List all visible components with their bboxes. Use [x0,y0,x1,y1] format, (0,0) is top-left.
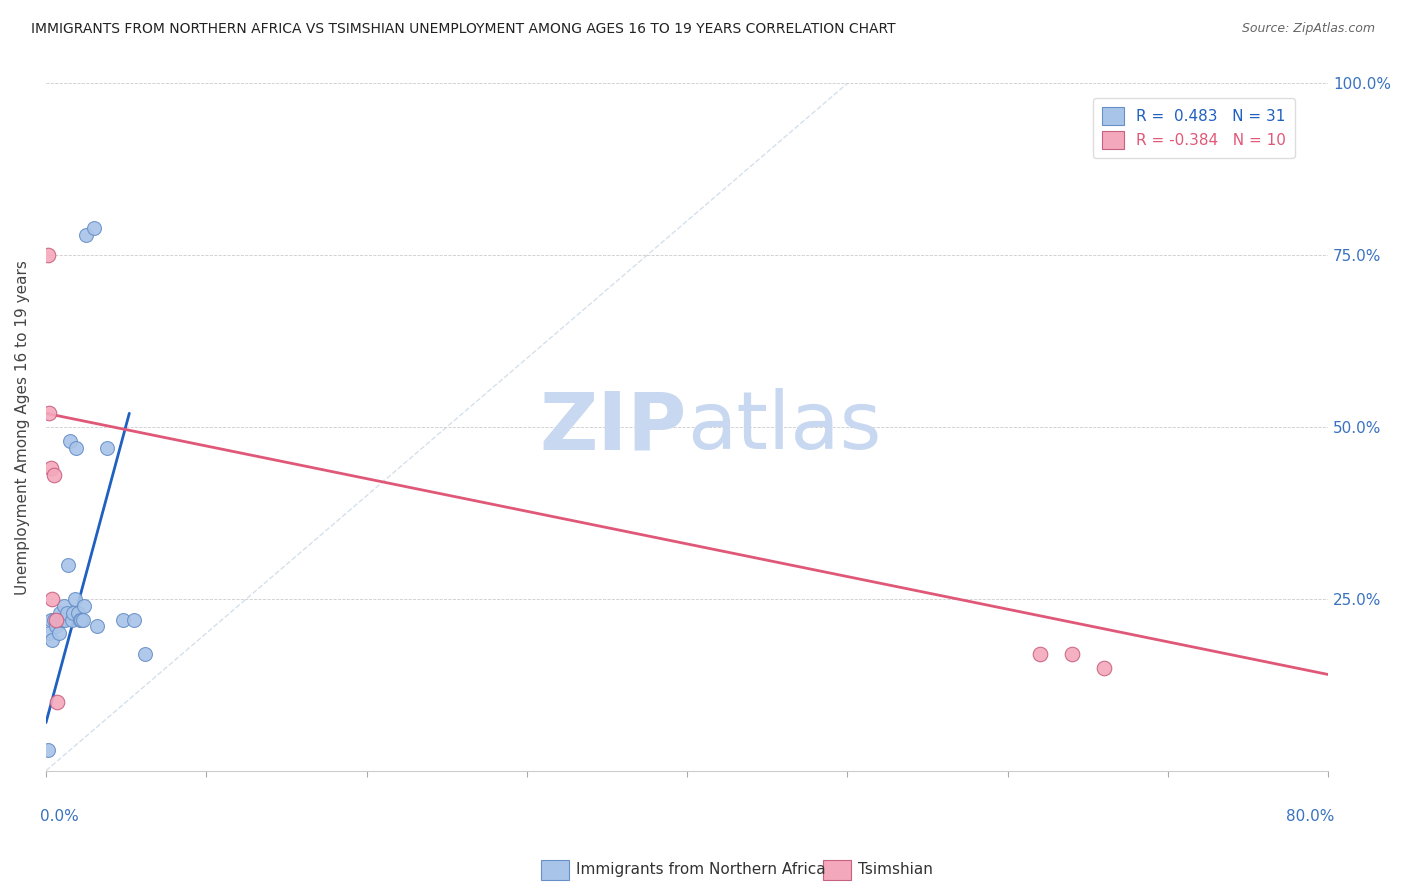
Point [70,613,93,627]
Point [46,695,69,709]
Point [53,613,76,627]
Point [1092,660,1115,674]
Point [37,743,59,757]
Point [41,633,63,648]
Text: 0.0%: 0.0% [39,808,79,823]
Point [45,613,67,627]
Y-axis label: Unemployment Among Ages 16 to 19 years: Unemployment Among Ages 16 to 19 years [15,260,30,594]
Point [65,441,87,455]
Point [42,613,65,627]
Point [69,613,91,627]
Point [63,591,86,606]
Point [60,613,83,627]
Point [48,626,70,640]
FancyBboxPatch shape [823,860,851,880]
Point [52,599,75,613]
Point [45,619,67,633]
Point [122,613,145,627]
Point [72,613,94,627]
Point [86,619,108,633]
Point [96,441,118,455]
Point [66,606,89,620]
Point [49,606,72,620]
Point [38,406,60,420]
Text: IMMIGRANTS FROM NORTHERN AFRICA VS TSIMSHIAN UNEMPLOYMENT AMONG AGES 16 TO 19 YE: IMMIGRANTS FROM NORTHERN AFRICA VS TSIMS… [31,22,896,37]
Text: Tsimshian: Tsimshian [858,863,932,877]
Point [39,613,62,627]
Point [38,626,60,640]
Text: Source: ZipAtlas.com: Source: ZipAtlas.com [1241,22,1375,36]
Point [46,613,69,627]
Legend: R =  0.483   N = 31, R = -0.384   N = 10: R = 0.483 N = 31, R = -0.384 N = 10 [1092,98,1295,158]
Point [56,606,79,620]
FancyBboxPatch shape [541,860,569,880]
Point [58,558,80,572]
Point [39,461,62,475]
Point [75,227,97,242]
Point [134,647,156,661]
Point [111,613,134,627]
Point [41,591,63,606]
Point [62,606,84,620]
Text: 80.0%: 80.0% [1286,808,1334,823]
Point [73,599,96,613]
Point [37,248,59,262]
Text: Immigrants from Northern Africa: Immigrants from Northern Africa [576,863,827,877]
Point [42,468,65,483]
Point [59,434,82,448]
Point [1060,647,1083,661]
Point [83,220,105,235]
Text: ZIP: ZIP [540,388,688,467]
Text: atlas: atlas [688,388,882,467]
Point [1028,647,1050,661]
Point [51,613,73,627]
